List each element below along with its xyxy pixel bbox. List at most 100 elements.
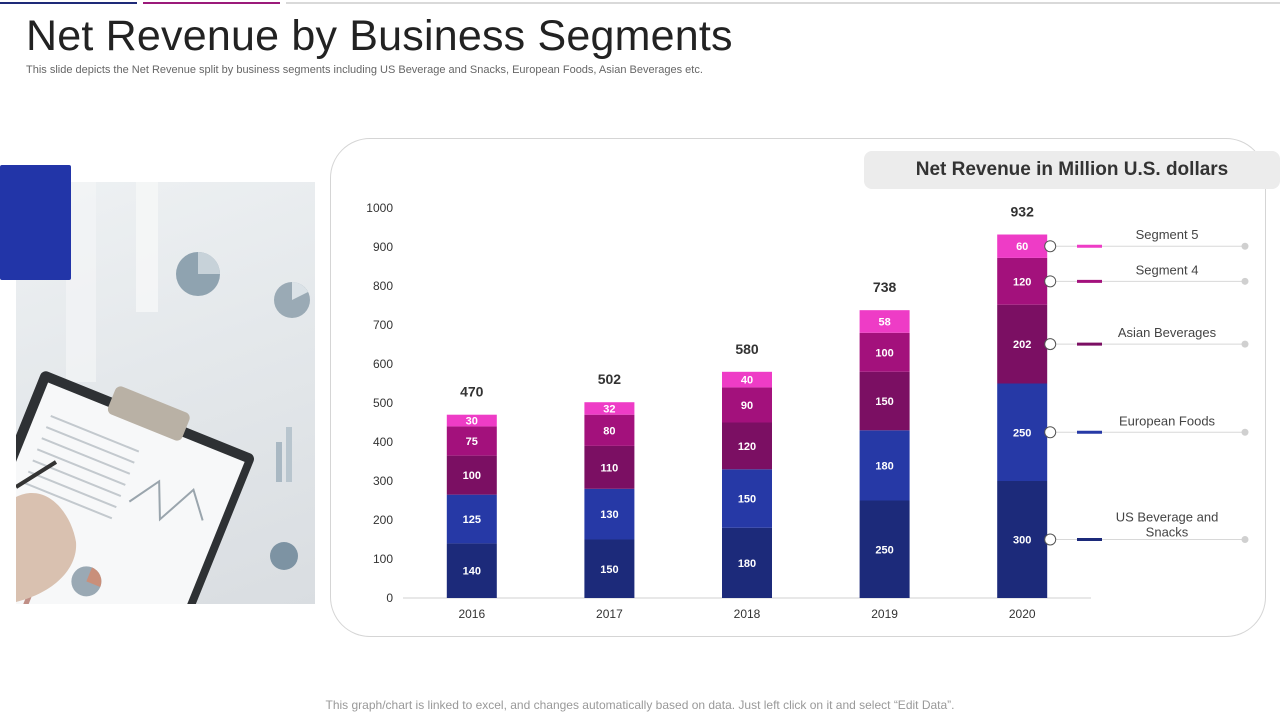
bar-value-label: 60 <box>1016 241 1028 253</box>
accent-line-gray <box>286 2 1280 4</box>
legend-label: US Beverage and <box>1116 510 1219 525</box>
bar-segment <box>722 422 772 470</box>
bar-value-label: 110 <box>601 462 619 474</box>
bar-value-label: 300 <box>1013 535 1031 547</box>
page-subtitle: This slide depicts the Net Revenue split… <box>26 64 703 76</box>
bar-value-label: 125 <box>463 514 481 526</box>
legend-marker <box>1044 240 1057 253</box>
y-tick-label: 300 <box>373 474 393 488</box>
bar-value-label: 140 <box>463 566 481 578</box>
x-axis: 2016 2017 2018 2019 2020 <box>458 607 1035 621</box>
bar-segment <box>446 494 497 544</box>
x-tick-label: 2018 <box>734 607 761 621</box>
bar-segment <box>446 426 497 456</box>
legend-label: Snacks <box>1146 525 1189 540</box>
clipboard-photo <box>16 182 315 604</box>
bar-value-label: 32 <box>603 403 615 415</box>
bar-total-label: 502 <box>598 371 622 387</box>
bar-value-label: 30 <box>466 416 478 428</box>
bar-segment <box>997 234 1048 258</box>
y-tick-label: 400 <box>373 435 393 449</box>
footer-note: This graph/chart is linked to excel, and… <box>325 698 955 712</box>
accent-line-magenta <box>143 2 280 4</box>
legend-label: European Foods <box>1119 413 1216 428</box>
bar-segment <box>997 304 1048 384</box>
legend-label: Segment 4 <box>1136 262 1199 277</box>
legend-end-dot <box>1241 340 1249 348</box>
legend-marker <box>1044 533 1057 546</box>
y-tick-label: 200 <box>373 513 393 527</box>
bar-total-label: 580 <box>735 341 759 357</box>
bar-value-label: 90 <box>741 400 753 412</box>
bar-segment <box>997 383 1048 481</box>
y-tick-label: 1000 <box>366 201 393 215</box>
accent-block <box>0 165 71 280</box>
clipboard-illustration <box>16 182 310 604</box>
bar-segment <box>859 310 910 333</box>
x-tick-label: 2016 <box>458 607 485 621</box>
bar-total-label: 932 <box>1011 204 1035 220</box>
legend-marker <box>1044 338 1057 351</box>
bar-value-label: 130 <box>600 509 618 521</box>
bar-value-label: 75 <box>466 436 478 448</box>
legend-end-dot <box>1241 277 1249 285</box>
bar-value-label: 100 <box>875 347 893 359</box>
bar-segment <box>584 402 635 415</box>
legend-label: Segment 5 <box>1136 227 1199 242</box>
y-tick-label: 0 <box>386 591 393 605</box>
x-tick-label: 2020 <box>1009 607 1036 621</box>
bar-value-label: 80 <box>603 425 615 437</box>
y-tick-label: 900 <box>373 240 393 254</box>
bar-total-label: 738 <box>873 279 897 295</box>
bars: 140 125 100 75 30 470 150 130 110 80 32 502 180 150 12… <box>446 204 1048 598</box>
bar-segment <box>446 543 497 598</box>
bar-segment <box>584 488 635 540</box>
x-tick-label: 2017 <box>596 607 623 621</box>
legend-end-dot <box>1241 242 1249 250</box>
y-tick-label: 600 <box>373 357 393 371</box>
y-tick-label: 500 <box>373 396 393 410</box>
bar-value-label: 120 <box>1013 276 1031 288</box>
bar-segment <box>859 371 910 431</box>
bar-value-label: 150 <box>875 396 893 408</box>
bar-value-label: 100 <box>463 470 481 482</box>
legend-marker <box>1044 426 1057 439</box>
bar-value-label: 250 <box>875 544 893 556</box>
legend-end-dot <box>1241 428 1249 436</box>
bar-segment <box>584 445 635 489</box>
bar-value-label: 250 <box>1013 427 1031 439</box>
bar-segment <box>584 414 635 446</box>
bar-segment <box>722 469 772 528</box>
legend-label: Asian Beverages <box>1118 325 1217 340</box>
bar-segment <box>446 455 497 495</box>
bar-segment <box>859 430 910 501</box>
bar-value-label: 120 <box>738 441 756 453</box>
bar-value-label: 202 <box>1013 339 1031 351</box>
bar-value-label: 40 <box>741 375 753 387</box>
bar-segment <box>722 371 772 388</box>
bar-segment <box>997 481 1048 598</box>
bar-segment <box>446 414 497 427</box>
bar-segment <box>722 527 772 598</box>
y-axis: 0 100 200 300 400 500 600 700 800 900 1000 <box>366 201 1091 605</box>
bar-segment <box>997 257 1048 305</box>
y-tick-label: 100 <box>373 552 393 566</box>
y-tick-label: 800 <box>373 279 393 293</box>
bar-value-label: 150 <box>738 494 756 506</box>
x-tick-label: 2019 <box>871 607 898 621</box>
bar-segment <box>584 539 635 598</box>
y-tick-label: 700 <box>373 318 393 332</box>
bar-value-label: 58 <box>878 316 890 328</box>
legend-marker <box>1044 275 1057 288</box>
bar-value-label: 180 <box>875 460 893 472</box>
page-title: Net Revenue by Business Segments <box>26 12 733 60</box>
legend-end-dot <box>1241 536 1249 543</box>
bar-value-label: 180 <box>738 558 756 570</box>
bar-value-label: 150 <box>600 564 618 576</box>
bar-segment <box>722 387 772 423</box>
bar-total-label: 470 <box>460 384 484 400</box>
chart-header: Net Revenue in Million U.S. dollars <box>864 151 1280 189</box>
bar-segment <box>859 500 910 598</box>
